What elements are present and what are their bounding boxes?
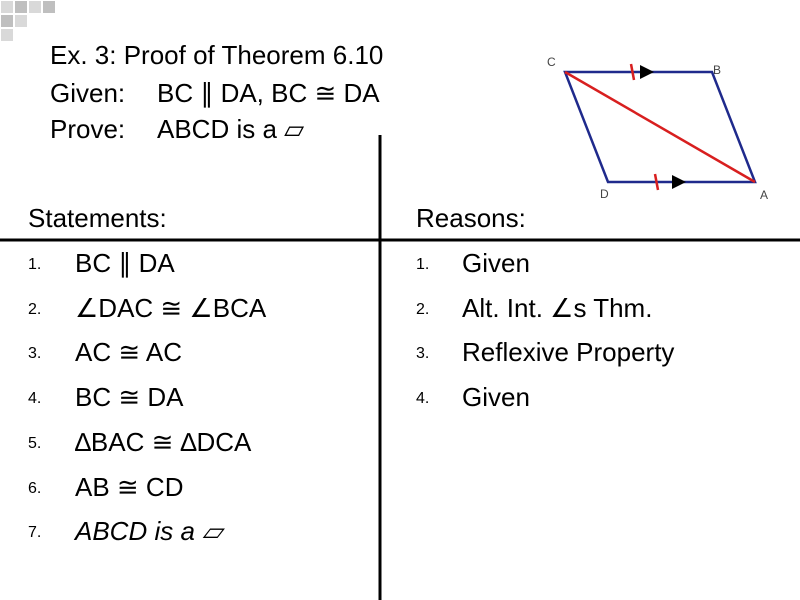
given-text: BC ∥ DA, BC ≅ DA: [157, 78, 380, 108]
reason-text: Reflexive Property: [462, 337, 675, 368]
reason-text: Given: [462, 248, 530, 278]
statement-text: AC ≅ AC: [75, 337, 183, 368]
reason-number: 1.: [416, 256, 430, 273]
statement-text: ∠DAC ≅ ∠BCA: [75, 292, 267, 323]
parallelogram-diagram: C B D A: [547, 55, 768, 202]
statement-number: 2.: [28, 300, 42, 318]
deco-square: [0, 0, 15, 15]
statement-number: 6.: [28, 479, 42, 497]
statement-text: BC ≅ DA: [75, 382, 184, 413]
statement-number: 4.: [28, 390, 42, 408]
deco-square: [13, 13, 29, 29]
congruence-tick: [629, 63, 636, 81]
prove-label: Prove:: [50, 114, 126, 144]
deco-square: [0, 13, 15, 29]
statement-number: 3.: [28, 345, 42, 363]
reason-number: 4.: [416, 390, 430, 408]
given-label: Given:: [50, 78, 126, 108]
reason-number: 3.: [416, 345, 430, 363]
vertex-label: B: [713, 63, 721, 77]
statements-header: Statements:: [28, 203, 167, 233]
deco-square: [0, 27, 15, 43]
statement-number: 7.: [28, 524, 42, 542]
reason-text: Given: [462, 382, 530, 413]
reason-number: 2.: [416, 300, 430, 318]
congruence-tick: [653, 173, 660, 191]
deco-square: [13, 0, 29, 15]
statement-number: 1.: [28, 256, 42, 273]
vertex-label: C: [547, 55, 556, 69]
slide-title: Ex. 3: Proof of Theorem 6.10: [50, 40, 384, 70]
reasons-header: Reasons:: [416, 203, 526, 233]
statement-text: AB ≅ CD: [75, 471, 184, 502]
reason-text: Alt. Int. ∠s Thm.: [462, 292, 653, 323]
statement-number: 5.: [28, 434, 42, 452]
corner-decoration: [0, 0, 57, 43]
statement-text: BC ∥ DA: [75, 248, 175, 278]
prove-text: ABCD is a ▱: [157, 114, 305, 144]
statement-text: ∆BAC ≅ ∆DCA: [75, 426, 252, 457]
diagonal: [564, 70, 756, 184]
parallel-arrow: [640, 65, 654, 79]
deco-square: [41, 0, 57, 15]
parallel-arrow: [672, 175, 686, 189]
vertex-label: D: [600, 187, 609, 201]
statement-text: ABCD is a ▱: [75, 516, 223, 547]
deco-square: [27, 0, 43, 15]
vertex-label: A: [760, 188, 768, 202]
